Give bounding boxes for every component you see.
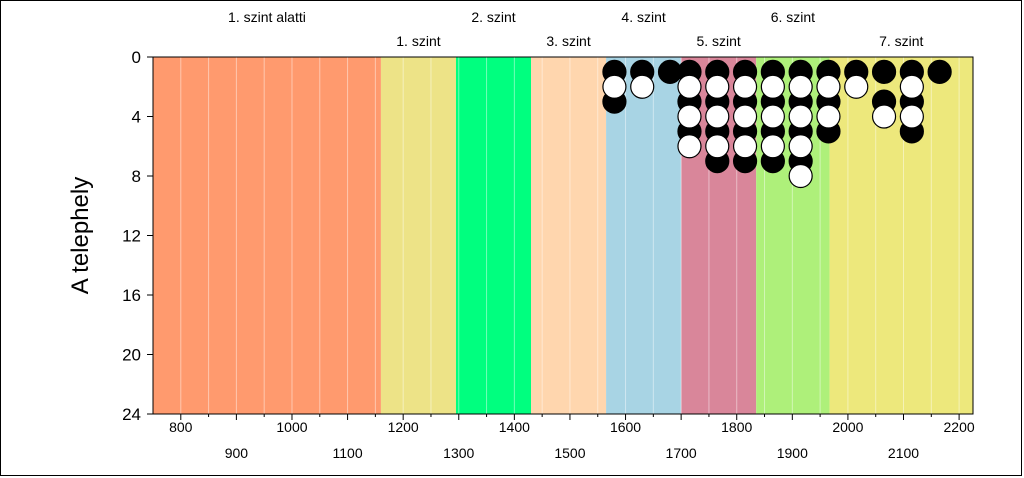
x-tick-label: 800 bbox=[169, 419, 193, 435]
level-labels: 1. szint alatti 1. szint 2. szint 3. szint 4… bbox=[228, 9, 924, 49]
x-tick-label: 1000 bbox=[276, 419, 307, 435]
white-point bbox=[788, 163, 813, 189]
white-point bbox=[899, 74, 924, 99]
white-point bbox=[732, 134, 758, 159]
level-band-5 bbox=[606, 57, 682, 414]
x-tick-label: 2000 bbox=[832, 419, 863, 435]
x-tick-label: 1200 bbox=[388, 419, 419, 435]
white-point bbox=[760, 134, 785, 159]
x-tick-label: 1800 bbox=[721, 419, 752, 435]
level-label-7: 6. szint bbox=[771, 9, 815, 25]
level-label-6: 5. szint bbox=[696, 33, 740, 49]
white-point bbox=[602, 74, 627, 99]
x-tick-label: 1600 bbox=[610, 419, 641, 435]
y-tick-label: 4 bbox=[132, 108, 141, 127]
white-point bbox=[760, 104, 785, 129]
white-point bbox=[760, 74, 785, 99]
x-tick-label: 1400 bbox=[499, 419, 530, 435]
white-point bbox=[871, 104, 897, 129]
level-band-4 bbox=[531, 57, 607, 414]
white-point bbox=[788, 74, 813, 99]
x-tick-label: 1100 bbox=[333, 445, 363, 461]
white-point bbox=[844, 74, 869, 99]
white-point bbox=[677, 104, 702, 129]
white-point bbox=[630, 74, 655, 99]
x-tick-label: 1900 bbox=[777, 445, 808, 461]
level-label-5: 4. szint bbox=[621, 9, 665, 25]
y-tick-label: 24 bbox=[122, 405, 141, 424]
x-tick-label: 2200 bbox=[944, 419, 975, 435]
y-tick-label: 12 bbox=[122, 227, 141, 246]
white-point bbox=[677, 74, 702, 99]
white-point bbox=[788, 134, 813, 159]
level-band-1 bbox=[153, 57, 381, 414]
x-tick-label: 1700 bbox=[666, 445, 697, 461]
y-tick-label: 0 bbox=[132, 48, 141, 67]
x-tick-label: 2100 bbox=[888, 445, 919, 461]
white-point bbox=[705, 104, 730, 129]
y-tick-label: 20 bbox=[122, 346, 141, 365]
black-point bbox=[927, 59, 952, 84]
white-point bbox=[705, 74, 730, 99]
level-band-2 bbox=[380, 57, 456, 414]
x-axis: 800 1000 1200 1400 1600 1800 2000 2200 900 1100 13… bbox=[169, 414, 975, 461]
white-point bbox=[899, 104, 924, 129]
gridlines bbox=[180, 57, 960, 414]
y-tick-label: 16 bbox=[122, 286, 141, 305]
black-point bbox=[871, 59, 897, 84]
y-tick-label: 8 bbox=[132, 167, 141, 186]
white-point bbox=[705, 134, 730, 159]
white-point bbox=[816, 104, 841, 129]
x-tick-label: 1500 bbox=[554, 445, 585, 461]
level-band-8 bbox=[829, 57, 973, 414]
level-label-4: 3. szint bbox=[546, 33, 590, 49]
level-bands bbox=[153, 57, 973, 414]
level-label-2: 1. szint bbox=[396, 33, 440, 49]
level-label-1: 1. szint alatti bbox=[228, 9, 306, 25]
white-point bbox=[732, 74, 758, 99]
level-band-3 bbox=[455, 57, 532, 414]
y-axis-label: A telephely bbox=[67, 177, 94, 294]
level-label-3: 2. szint bbox=[471, 9, 515, 25]
y-axis: 0 4 8 12 16 20 24 bbox=[122, 48, 153, 424]
white-point bbox=[788, 104, 813, 129]
white-point bbox=[816, 74, 841, 99]
white-point bbox=[732, 104, 758, 129]
x-tick-label: 900 bbox=[225, 445, 249, 461]
data-points bbox=[602, 59, 952, 189]
x-tick-label: 1300 bbox=[443, 445, 474, 461]
level-label-8: 7. szint bbox=[879, 33, 923, 49]
white-point bbox=[677, 134, 702, 159]
